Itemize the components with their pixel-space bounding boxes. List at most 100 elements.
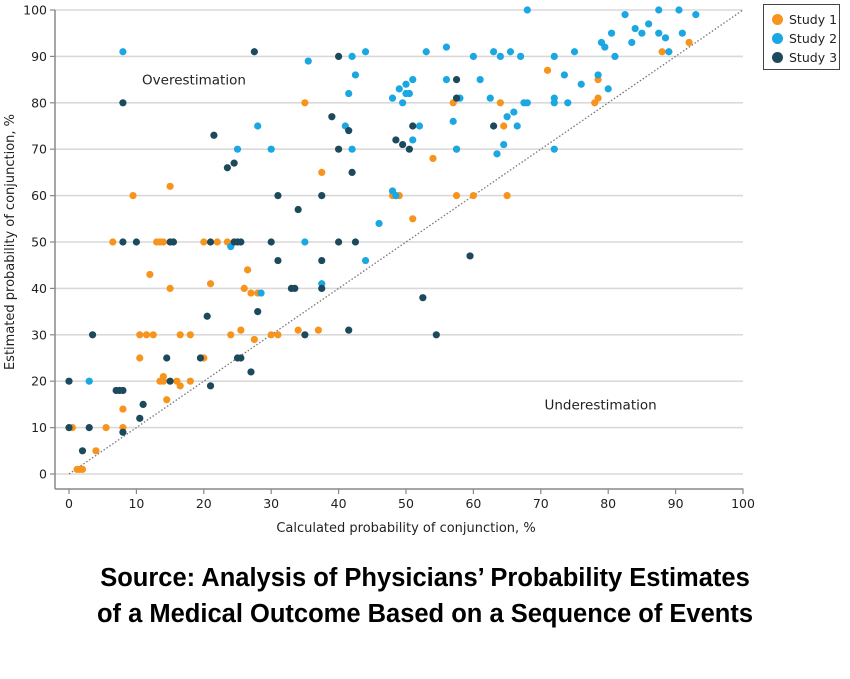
data-point	[348, 168, 356, 176]
data-point	[200, 238, 208, 246]
data-point	[301, 99, 309, 107]
data-point	[142, 331, 151, 339]
data-point	[513, 122, 521, 130]
data-point	[335, 52, 343, 61]
y-axis-ticks: 0 10 20 30 40 50 60 70 80 90 100	[23, 3, 55, 482]
data-point	[500, 122, 508, 130]
data-point	[267, 145, 275, 153]
y-tick-label: 50	[31, 235, 47, 250]
legend: Study 1 Study 2 Study 3	[763, 4, 840, 70]
data-point	[645, 20, 653, 28]
data-point	[452, 76, 461, 84]
legend-swatch-study-2	[772, 33, 783, 44]
y-tick-label: 0	[39, 467, 47, 482]
data-point	[351, 71, 360, 79]
data-point	[543, 66, 552, 74]
data-point	[432, 331, 440, 339]
data-point	[675, 6, 683, 14]
data-point	[227, 331, 235, 339]
data-point	[523, 6, 531, 14]
data-point	[166, 182, 174, 190]
data-point	[351, 238, 360, 246]
data-point	[301, 238, 309, 246]
x-tick-label: 100	[731, 496, 755, 511]
data-point	[119, 99, 127, 107]
data-point	[206, 382, 215, 390]
data-point	[665, 48, 673, 56]
data-point	[163, 396, 171, 404]
data-point	[500, 140, 508, 149]
data-point	[237, 326, 245, 334]
legend-swatch-study-1	[772, 14, 783, 25]
data-point	[159, 377, 167, 385]
data-point	[65, 377, 73, 385]
data-point	[601, 43, 609, 51]
data-point	[186, 377, 194, 385]
data-point	[139, 400, 147, 408]
data-point	[449, 117, 457, 125]
data-point	[560, 71, 568, 79]
data-point	[159, 238, 167, 246]
data-point	[493, 150, 501, 158]
data-point	[375, 219, 383, 228]
data-point	[399, 140, 407, 149]
data-point	[570, 48, 579, 56]
y-tick-label: 40	[31, 281, 47, 296]
annotation-underestimation: Underestimation	[544, 397, 656, 413]
data-point	[361, 256, 370, 265]
x-tick-label: 20	[196, 496, 212, 511]
data-point	[213, 238, 221, 246]
data-point	[409, 122, 417, 130]
legend-label-study-1: Study 1	[789, 12, 838, 27]
data-point	[314, 326, 322, 334]
data-point	[119, 238, 127, 246]
data-point	[429, 154, 437, 163]
y-tick-label: 70	[31, 142, 47, 157]
data-point	[149, 331, 157, 339]
legend-item-study-1: Study 1	[772, 10, 839, 29]
data-point	[257, 289, 265, 297]
data-point	[409, 136, 417, 144]
data-point	[109, 238, 117, 246]
data-point	[335, 238, 343, 246]
data-point	[274, 256, 282, 265]
data-point	[166, 377, 174, 385]
x-tick-label: 50	[398, 496, 414, 511]
y-tick-label: 10	[31, 420, 47, 435]
data-point	[510, 108, 518, 116]
data-point	[119, 405, 127, 413]
data-point	[119, 48, 127, 56]
data-point	[611, 52, 619, 61]
data-point	[223, 164, 231, 172]
data-point	[254, 122, 262, 130]
data-point	[274, 331, 282, 339]
data-point	[550, 52, 558, 61]
data-point	[146, 270, 154, 279]
data-point	[254, 308, 262, 316]
data-point	[237, 354, 245, 362]
data-point	[345, 127, 353, 135]
data-point	[65, 424, 73, 432]
data-point	[240, 284, 248, 292]
data-point	[176, 331, 184, 339]
data-point	[176, 382, 184, 390]
data-point	[490, 48, 498, 56]
data-point	[564, 99, 572, 107]
data-point	[661, 34, 670, 42]
series-study-3	[65, 48, 498, 455]
data-point	[318, 192, 326, 200]
data-point	[452, 94, 461, 102]
data-point	[405, 145, 413, 153]
x-tick-label: 80	[600, 496, 616, 511]
data-point	[78, 465, 87, 473]
data-point	[621, 11, 629, 19]
data-point	[294, 205, 302, 214]
data-point	[102, 424, 110, 432]
data-point	[361, 48, 370, 56]
data-point	[607, 29, 616, 37]
data-point	[409, 76, 417, 84]
data-point	[166, 284, 174, 292]
data-point	[85, 377, 93, 385]
data-point	[486, 94, 494, 102]
data-point	[136, 414, 144, 422]
